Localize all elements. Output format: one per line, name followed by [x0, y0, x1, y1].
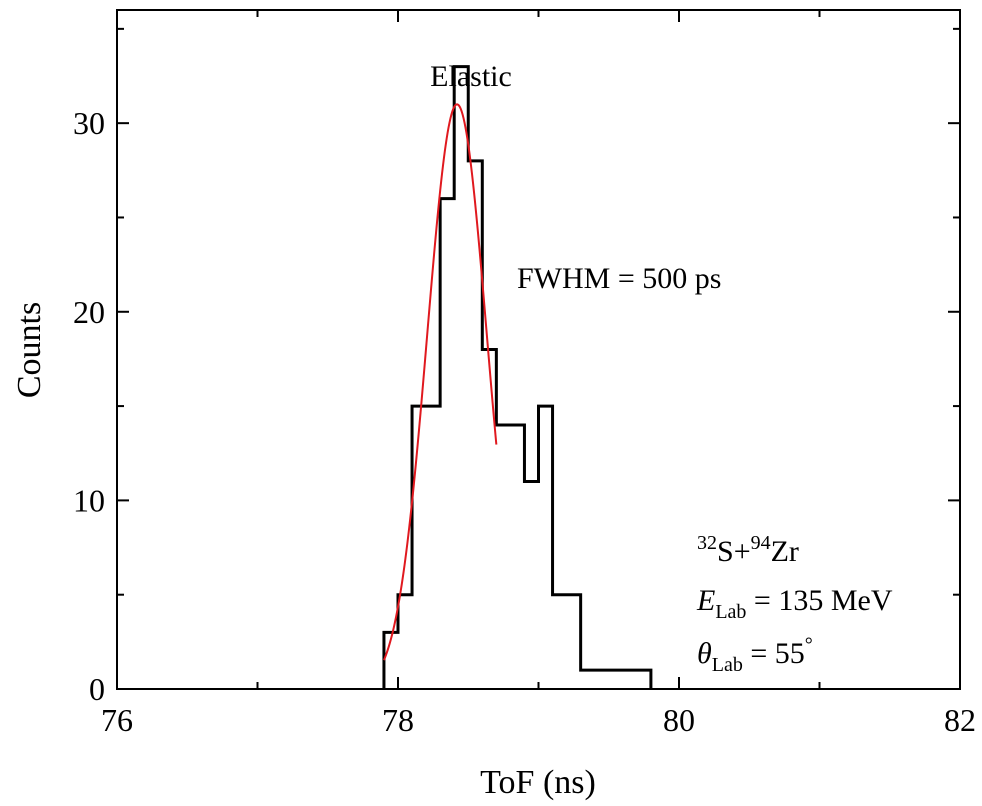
plus-sign: + [734, 535, 751, 568]
x-axis-label: ToF (ns) [480, 764, 596, 801]
x-tick-label: 82 [944, 702, 976, 738]
energy-value: = 135 MeV [746, 584, 892, 617]
energy-subscript: Lab [715, 601, 746, 623]
energy-annotation: ELab = 135 MeV [696, 584, 893, 623]
reaction-annotation: 32S+94Zr [697, 532, 799, 568]
fwhm-annotation: FWHM = 500 ps [517, 262, 721, 295]
y-tick-label: 0 [89, 671, 105, 707]
angle-symbol: θ [697, 637, 712, 670]
x-tick-labels: 76 78 80 82 [101, 702, 976, 738]
angle-value: = 55 [743, 637, 805, 670]
target-element: Zr [771, 535, 799, 568]
angle-subscript: Lab [712, 654, 743, 676]
gaussian-fit-curve [383, 103, 498, 661]
degree-sign: ° [805, 634, 813, 656]
projectile-mass-number: 32 [697, 532, 717, 554]
histogram-series [382, 65, 653, 689]
x-tick-label: 76 [101, 702, 133, 738]
angle-annotation: θLab = 55° [697, 634, 813, 676]
y-tick-label: 30 [73, 105, 105, 141]
x-tick-label: 80 [663, 702, 695, 738]
y-tick-label: 20 [73, 294, 105, 330]
x-tick-label: 78 [382, 702, 414, 738]
energy-symbol: E [696, 584, 715, 617]
projectile-element: S [717, 535, 734, 568]
y-tick-label: 10 [73, 482, 105, 518]
peak-label-elastic: Elastic [430, 60, 512, 93]
target-mass-number: 94 [751, 532, 771, 554]
y-axis-label: Counts [11, 302, 48, 398]
axis-ticks [116, 10, 961, 690]
y-tick-labels: 0 10 20 30 [73, 105, 105, 707]
